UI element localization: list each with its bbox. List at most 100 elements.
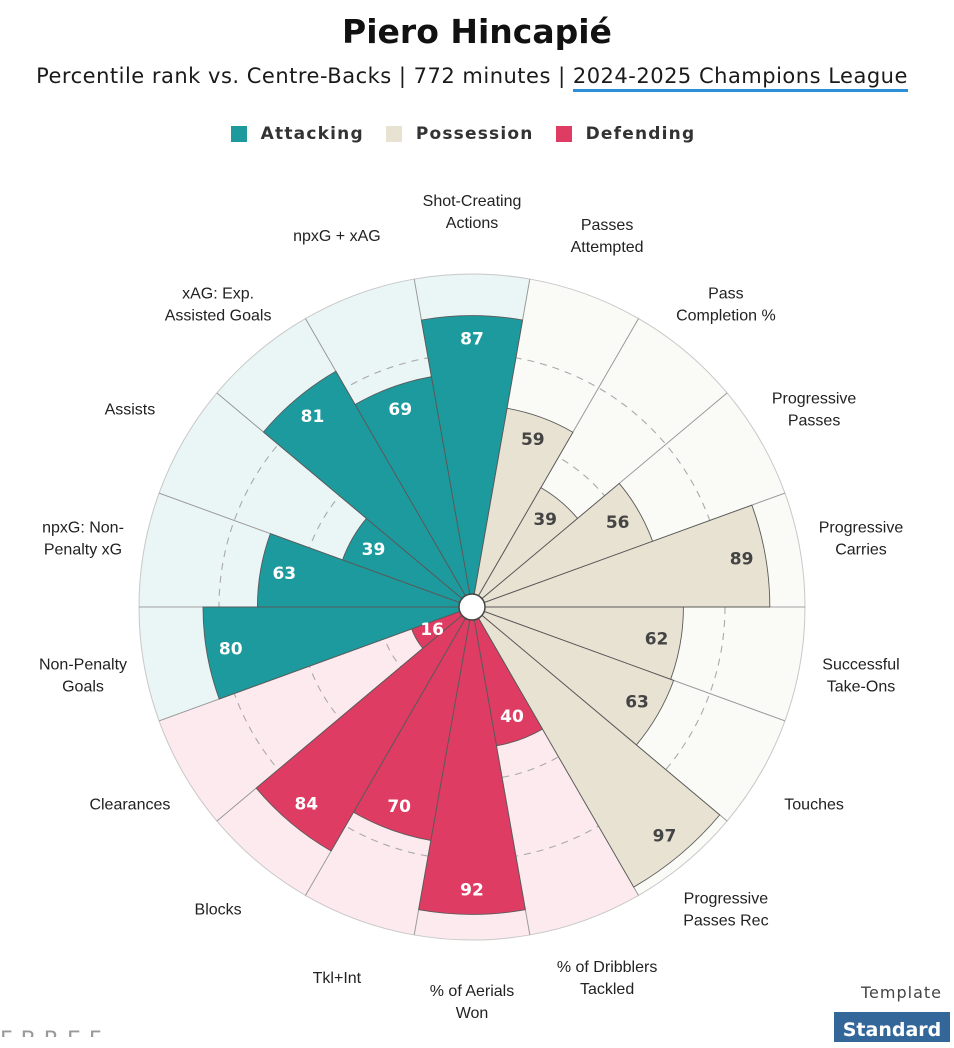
- competition-link[interactable]: 2024-2025 Champions League: [572, 64, 908, 92]
- value-label-18: 69: [388, 400, 412, 420]
- sector-divider: [478, 618, 639, 896]
- sector-divider: [305, 618, 466, 896]
- sector-divider: [216, 392, 463, 599]
- chart-title: Piero Hincapié: [342, 12, 612, 51]
- category-label-14: Non-Penalty Goals: [39, 656, 127, 695]
- category-label-line: Assists: [105, 401, 156, 418]
- category-label-17: xAG: Exp. Assisted Goals: [165, 285, 272, 324]
- category-label-2: Passes Attempted: [571, 216, 644, 255]
- sector-divider: [484, 611, 786, 722]
- sector-divider: [473, 278, 531, 595]
- value-label-14: 80: [219, 640, 243, 660]
- fbref-logo: FBREF: [0, 1030, 250, 1037]
- sector-divider: [158, 492, 460, 603]
- value-label-5: 89: [730, 549, 754, 569]
- legend: Attacking Possession Defending: [0, 124, 926, 144]
- sector-divider: [473, 619, 531, 936]
- category-label-line: Non-Penalty: [39, 656, 127, 673]
- value-label-3: 39: [533, 510, 557, 530]
- category-label-16: Assists: [105, 401, 156, 418]
- category-label-13: Clearances: [89, 796, 170, 813]
- sector-divider: [413, 278, 471, 595]
- value-label-17: 81: [301, 407, 325, 427]
- legend-defending-label: Defending: [585, 124, 696, 144]
- category-label-line: Passes Rec: [683, 912, 768, 929]
- sector-divider: [478, 318, 639, 596]
- sector-divider: [484, 492, 786, 603]
- category-label-line: Shot-Creating: [423, 193, 522, 210]
- center-hub: [458, 593, 486, 621]
- value-label-6: 62: [645, 630, 669, 650]
- category-label-line: Blocks: [195, 901, 242, 918]
- value-label-4: 56: [606, 513, 630, 533]
- sector-divider: [216, 615, 463, 822]
- legend-defending-swatch: [555, 126, 572, 142]
- category-label-line: Progressive: [684, 890, 769, 907]
- value-label-7: 63: [625, 692, 649, 712]
- category-label-line: Progressive: [819, 519, 904, 536]
- legend-possession: Possession: [385, 124, 534, 144]
- category-label-12: Blocks: [195, 901, 242, 918]
- sector-divider: [481, 615, 728, 822]
- value-label-2: 59: [521, 430, 545, 450]
- value-label-16: 39: [362, 540, 386, 560]
- category-label-6: Successful Take-Ons: [822, 656, 899, 695]
- category-label-line: Touches: [784, 796, 844, 813]
- sector-divider: [413, 619, 471, 936]
- category-label-line: Take-Ons: [827, 678, 895, 695]
- value-label-9: 40: [500, 707, 524, 727]
- category-label-line: Progressive: [772, 390, 857, 407]
- sector-divider: [158, 611, 460, 722]
- category-label-4: Progressive Passes: [772, 390, 857, 429]
- legend-possession-label: Possession: [415, 124, 534, 144]
- category-label-line: Passes: [788, 412, 840, 429]
- legend-defending: Defending: [555, 124, 696, 144]
- legend-possession-swatch: [385, 126, 402, 142]
- category-label-line: Goals: [62, 678, 104, 695]
- value-label-15: 63: [272, 564, 296, 584]
- category-label-line: Carries: [835, 541, 887, 558]
- category-label-line: Successful: [822, 656, 899, 673]
- category-label-line: Clearances: [89, 796, 170, 813]
- template-standard-button[interactable]: Standard: [834, 1012, 950, 1042]
- category-label-11: Tkl+Int: [313, 970, 362, 987]
- category-label-18: npxG + xAG: [293, 227, 381, 244]
- category-label-line: Completion %: [676, 307, 776, 324]
- category-label-line: Penalty xG: [44, 541, 122, 558]
- value-label-1: 87: [460, 330, 484, 350]
- legend-attacking: Attacking: [230, 124, 364, 144]
- value-label-8: 97: [653, 826, 677, 846]
- category-label-5: Progressive Carries: [819, 519, 904, 558]
- value-label-13: 16: [420, 620, 444, 640]
- category-label-line: % of Aerials: [430, 983, 514, 1000]
- category-label-3: Pass Completion %: [676, 285, 776, 324]
- subtitle-text: Percentile rank vs. Centre-Backs | 772 m…: [36, 64, 573, 88]
- category-label-10: % of Aerials Won: [430, 983, 514, 1022]
- category-label-line: Pass: [708, 285, 744, 302]
- category-label-9: % of Dribblers Tackled: [557, 959, 657, 998]
- sector-divider: [481, 392, 728, 599]
- value-label-11: 70: [387, 797, 411, 817]
- category-label-line: Assisted Goals: [165, 307, 272, 324]
- legend-attacking-label: Attacking: [260, 124, 364, 144]
- category-label-line: Tackled: [580, 981, 634, 998]
- category-label-line: npxG + xAG: [293, 227, 381, 244]
- category-label-line: Passes: [581, 216, 633, 233]
- category-label-15: npxG: Non- Penalty xG: [42, 519, 124, 558]
- category-label-8: Progressive Passes Rec: [683, 890, 768, 929]
- legend-attacking-swatch: [230, 126, 247, 142]
- category-label-line: npxG: Non-: [42, 519, 124, 536]
- category-label-7: Touches: [784, 796, 844, 813]
- value-label-10: 92: [460, 880, 484, 900]
- template-label: Template: [861, 983, 943, 1002]
- category-label-line: xAG: Exp.: [182, 285, 254, 302]
- category-label-line: Attempted: [571, 238, 644, 255]
- category-label-line: Won: [456, 1005, 489, 1022]
- chart-subtitle: Percentile rank vs. Centre-Backs | 772 m…: [0, 64, 944, 92]
- category-label-line: % of Dribblers: [557, 959, 657, 976]
- value-label-12: 84: [294, 794, 318, 814]
- category-label-line: Actions: [446, 215, 498, 232]
- category-label-1: Shot-Creating Actions: [423, 193, 522, 232]
- sector-divider: [305, 318, 466, 596]
